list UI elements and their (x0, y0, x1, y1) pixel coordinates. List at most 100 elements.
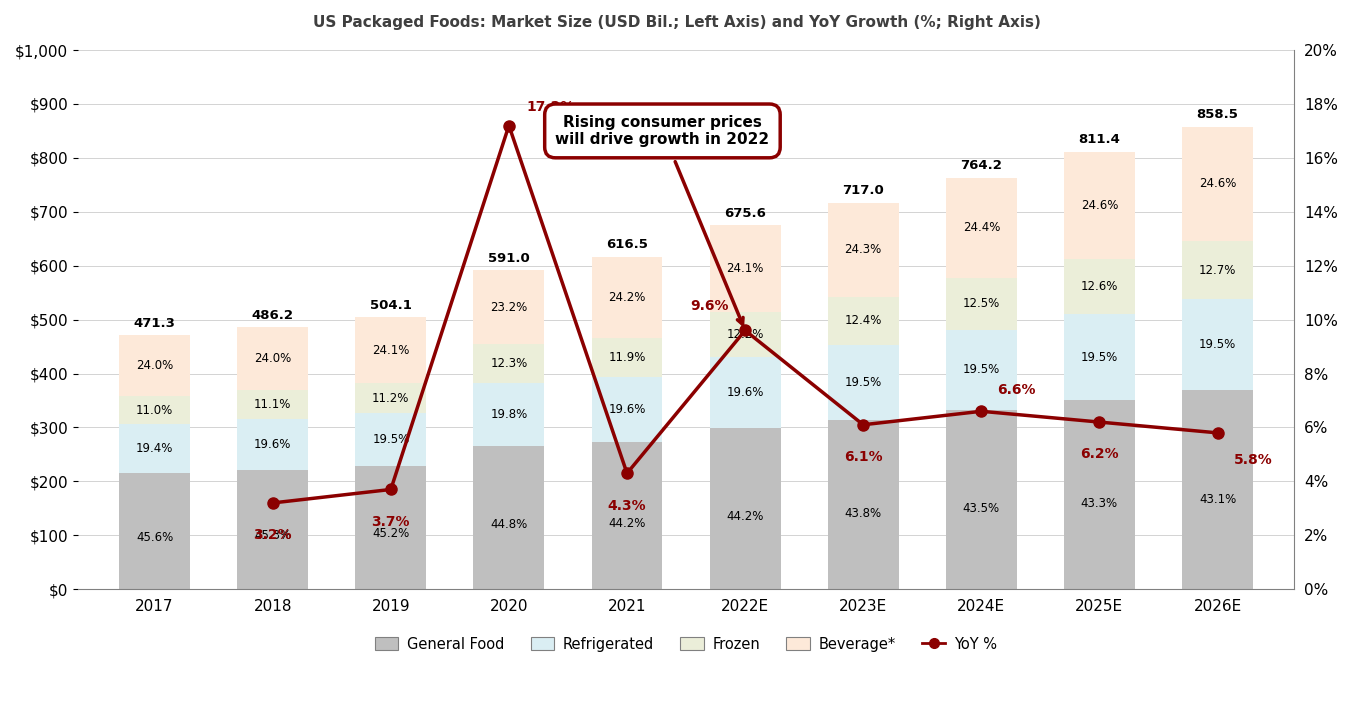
Bar (591, 377, 663, 442)
Text: 43.5%: 43.5% (963, 502, 1000, 515)
Bar (1063, 314, 1135, 400)
Text: 11.9%: 11.9% (609, 351, 645, 364)
Legend: General Food, Refrigerated, Frozen, Beverage*, YoY %: General Food, Refrigerated, Frozen, Beve… (369, 631, 1003, 658)
Text: 44.8%: 44.8% (490, 518, 528, 531)
Text: 45.6%: 45.6% (137, 531, 173, 544)
Text: 44.2%: 44.2% (727, 510, 764, 523)
Bar (119, 335, 189, 396)
Text: 717.0: 717.0 (843, 184, 884, 197)
Text: 858.5: 858.5 (1196, 108, 1238, 121)
Bar (710, 312, 781, 356)
Bar (237, 390, 308, 419)
Text: 43.8%: 43.8% (844, 507, 882, 520)
Bar (828, 420, 898, 590)
Text: 3.7%: 3.7% (372, 515, 410, 529)
Text: 486.2: 486.2 (252, 309, 294, 322)
Bar (119, 396, 189, 424)
Text: 12.3%: 12.3% (490, 357, 528, 370)
Text: 19.4%: 19.4% (135, 442, 173, 455)
Text: 43.3%: 43.3% (1081, 497, 1118, 510)
Text: 12.6%: 12.6% (1081, 280, 1118, 293)
Text: 24.4%: 24.4% (962, 221, 1000, 234)
Text: 19.5%: 19.5% (844, 375, 882, 388)
Text: 44.2%: 44.2% (609, 517, 645, 529)
Text: 19.6%: 19.6% (727, 386, 764, 399)
Text: 11.0%: 11.0% (137, 404, 173, 417)
Text: 12.4%: 12.4% (844, 314, 882, 327)
Text: 45.3%: 45.3% (254, 529, 291, 542)
Bar (946, 178, 1016, 278)
Text: Rising consumer prices
will drive growth in 2022: Rising consumer prices will drive growth… (555, 115, 770, 325)
Bar (474, 383, 544, 446)
Text: 17.2%: 17.2% (526, 99, 575, 114)
Text: 764.2: 764.2 (961, 159, 1003, 172)
Text: US Packaged Foods: Market Size (USD Bil.; Left Axis) and YoY Growth (%; Right Ax: US Packaged Foods: Market Size (USD Bil.… (313, 15, 1040, 30)
Text: 675.6: 675.6 (724, 207, 766, 219)
Text: 6.1%: 6.1% (844, 450, 882, 464)
Text: 6.6%: 6.6% (997, 383, 1036, 396)
Text: 19.5%: 19.5% (1081, 351, 1118, 364)
Text: 471.3: 471.3 (134, 317, 176, 330)
Bar (474, 344, 544, 383)
Bar (356, 317, 426, 383)
Bar (710, 356, 781, 428)
Bar (710, 428, 781, 590)
Bar (828, 345, 898, 420)
Bar (710, 224, 781, 312)
Bar (946, 410, 1016, 590)
Text: 24.0%: 24.0% (137, 359, 173, 372)
Text: 24.1%: 24.1% (372, 343, 410, 356)
Text: 616.5: 616.5 (606, 238, 648, 251)
Text: 24.2%: 24.2% (609, 291, 645, 304)
Bar (1183, 127, 1253, 240)
Bar (237, 327, 308, 390)
Text: 19.5%: 19.5% (1199, 338, 1237, 351)
Text: 19.5%: 19.5% (963, 363, 1000, 376)
Bar (828, 203, 898, 296)
Text: 45.2%: 45.2% (372, 527, 410, 540)
Text: 19.6%: 19.6% (254, 439, 291, 452)
Bar (1183, 299, 1253, 390)
Bar (591, 338, 663, 377)
Text: 24.3%: 24.3% (844, 243, 882, 256)
Bar (1183, 390, 1253, 590)
Bar (591, 442, 663, 590)
Text: 19.5%: 19.5% (372, 433, 410, 446)
Bar (946, 330, 1016, 410)
Text: 24.6%: 24.6% (1199, 177, 1237, 190)
Text: 591.0: 591.0 (488, 252, 530, 265)
Text: 504.1: 504.1 (369, 299, 411, 312)
Bar (1063, 400, 1135, 590)
Bar (237, 470, 308, 590)
Text: 19.8%: 19.8% (490, 409, 528, 421)
Bar (591, 257, 663, 338)
Bar (119, 424, 189, 473)
Text: 19.6%: 19.6% (609, 403, 645, 416)
Text: 23.2%: 23.2% (490, 301, 528, 314)
Text: 12.2%: 12.2% (727, 328, 764, 341)
Text: 6.2%: 6.2% (1080, 447, 1119, 462)
Text: 24.0%: 24.0% (254, 352, 291, 365)
Bar (1183, 240, 1253, 299)
Bar (474, 270, 544, 344)
Text: 12.5%: 12.5% (963, 298, 1000, 311)
Text: 3.2%: 3.2% (253, 529, 292, 542)
Bar (1063, 259, 1135, 314)
Text: 4.3%: 4.3% (607, 499, 647, 513)
Bar (356, 413, 426, 466)
Text: 43.1%: 43.1% (1199, 493, 1237, 506)
Text: 24.1%: 24.1% (727, 262, 764, 275)
Text: 11.2%: 11.2% (372, 391, 410, 404)
Text: 11.1%: 11.1% (254, 398, 291, 411)
Bar (356, 466, 426, 590)
Bar (119, 473, 189, 590)
Bar (1063, 152, 1135, 259)
Text: 24.6%: 24.6% (1081, 199, 1118, 212)
Text: 5.8%: 5.8% (1234, 453, 1272, 467)
Text: 12.7%: 12.7% (1199, 264, 1237, 277)
Bar (828, 296, 898, 345)
Bar (946, 278, 1016, 330)
Text: 811.4: 811.4 (1078, 134, 1120, 147)
Bar (237, 419, 308, 470)
Bar (474, 446, 544, 590)
